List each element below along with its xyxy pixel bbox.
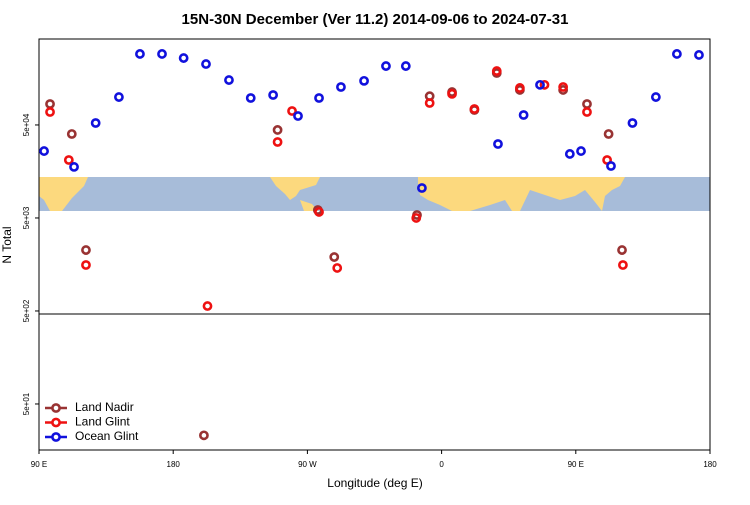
- chart-title: 15N-30N December (Ver 11.2) 2014-09-06 t…: [182, 11, 569, 28]
- point: [359, 75, 369, 86]
- legend-label: Land Nadir: [75, 400, 134, 414]
- point: [45, 99, 55, 109]
- legend-marker: [51, 432, 61, 442]
- point: [518, 110, 529, 120]
- point: [201, 59, 211, 69]
- point: [417, 183, 427, 193]
- point: [558, 82, 569, 92]
- point: [606, 161, 616, 171]
- x-tick-label: 180: [167, 460, 181, 469]
- point: [81, 245, 91, 255]
- point: [199, 430, 209, 441]
- point: [45, 107, 55, 117]
- point: [618, 260, 628, 270]
- point: [424, 98, 435, 108]
- point: [63, 155, 74, 165]
- y-axis-label: N Total: [0, 226, 14, 263]
- point: [287, 106, 297, 116]
- point: [650, 92, 661, 102]
- point: [314, 93, 324, 103]
- y-tick-label: 5e+02: [22, 299, 31, 322]
- point: [39, 146, 49, 156]
- point: [81, 260, 91, 270]
- x-tick-label: 90 E: [568, 460, 584, 469]
- point: [332, 263, 343, 273]
- point: [582, 107, 592, 117]
- point: [539, 79, 550, 90]
- point: [535, 79, 545, 90]
- point: [336, 82, 346, 92]
- point: [114, 92, 124, 102]
- point: [178, 53, 189, 63]
- point: [268, 90, 279, 100]
- x-tick-label: 90 W: [298, 460, 317, 469]
- point: [272, 125, 283, 135]
- y-tick-label: 5e+03: [22, 206, 31, 229]
- point: [514, 83, 525, 93]
- point: [135, 49, 145, 59]
- point: [66, 129, 77, 139]
- point: [491, 66, 502, 76]
- point: [202, 301, 213, 311]
- point: [224, 75, 234, 85]
- legend-label: Ocean Glint: [75, 429, 139, 443]
- x-axis-label: Longitude (deg E): [327, 476, 422, 490]
- point: [245, 93, 256, 103]
- point: [381, 61, 391, 71]
- legend-marker: [51, 417, 61, 428]
- point: [564, 149, 575, 159]
- point: [411, 213, 422, 223]
- point: [447, 88, 457, 99]
- legend-label: Land Glint: [75, 415, 130, 429]
- point: [293, 111, 303, 121]
- map-strip: [39, 177, 710, 211]
- point: [576, 146, 586, 156]
- legend-marker: [51, 403, 61, 413]
- x-tick-label: 0: [439, 460, 444, 469]
- point: [617, 245, 627, 255]
- point: [694, 50, 704, 60]
- point: [603, 129, 614, 139]
- point: [469, 104, 480, 114]
- point: [314, 207, 324, 217]
- x-tick-label: 180: [703, 460, 717, 469]
- y-tick-label: 5e+01: [22, 392, 31, 415]
- point: [90, 118, 101, 128]
- y-tick-label: 5e+04: [22, 113, 31, 136]
- point: [157, 49, 167, 59]
- point: [627, 118, 638, 128]
- point: [400, 61, 411, 71]
- x-tick-label: 90 E: [31, 460, 47, 469]
- plot-frame: [38, 38, 711, 451]
- point: [272, 137, 283, 147]
- point: [69, 162, 79, 172]
- point: [329, 252, 340, 262]
- point: [582, 99, 592, 109]
- point: [671, 49, 682, 59]
- point: [493, 139, 503, 149]
